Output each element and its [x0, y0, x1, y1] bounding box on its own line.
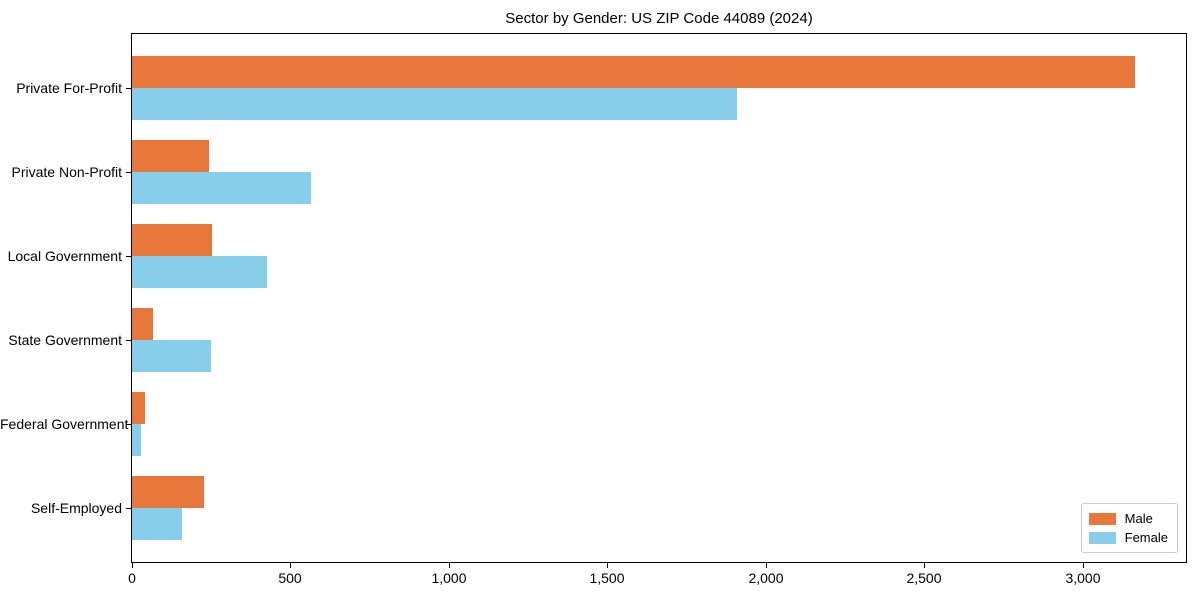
bar-female-private-non-profit	[132, 172, 311, 204]
ytick-mark	[126, 256, 131, 257]
xtick-label-1-500: 1,500	[589, 570, 625, 586]
ytick-label-private-non-profit: Private Non-Profit	[11, 164, 122, 180]
legend-row-male: Male	[1088, 509, 1168, 528]
bar-female-private-for-profit	[132, 88, 737, 120]
bar-female-local-government	[132, 256, 267, 288]
xtick-label-500: 500	[278, 570, 302, 586]
xtick-mark	[290, 563, 291, 568]
legend-label-male: Male	[1124, 511, 1153, 526]
legend-row-female: Female	[1088, 528, 1168, 547]
xtick-mark	[1083, 563, 1084, 568]
legend-label-female: Female	[1124, 530, 1168, 545]
ytick-label-local-government: Local Government	[7, 248, 122, 264]
bar-female-state-government	[132, 340, 211, 372]
xtick-label-2-000: 2,000	[748, 570, 784, 586]
xtick-label-3-000: 3,000	[1065, 570, 1101, 586]
ytick-mark	[126, 424, 131, 425]
bar-female-self-employed	[132, 508, 182, 540]
ytick-mark	[126, 508, 131, 509]
legend: Male Female	[1080, 503, 1178, 553]
xtick-label-0: 0	[128, 570, 136, 586]
bar-male-self-employed	[132, 476, 204, 508]
bar-male-federal-government	[132, 392, 145, 424]
xtick-mark	[607, 563, 608, 568]
ytick-mark	[126, 88, 131, 89]
xtick-mark	[449, 563, 450, 568]
bar-male-private-non-profit	[132, 140, 209, 172]
xtick-mark	[132, 563, 133, 568]
chart-title: Sector by Gender: US ZIP Code 44089 (202…	[505, 10, 813, 27]
bar-male-private-for-profit	[132, 56, 1135, 88]
ytick-label-federal-government: Federal Government	[0, 416, 129, 432]
xtick-label-2-500: 2,500	[906, 570, 942, 586]
ytick-label-self-employed: Self-Employed	[30, 500, 122, 516]
legend-swatch-male	[1088, 512, 1116, 525]
legend-swatch-female	[1088, 531, 1116, 544]
bar-male-state-government	[132, 308, 153, 340]
ytick-mark	[126, 172, 131, 173]
xtick-mark	[924, 563, 925, 568]
ytick-label-state-government: State Government	[8, 332, 122, 348]
ytick-label-private-for-profit: Private For-Profit	[16, 80, 122, 96]
xtick-label-1-000: 1,000	[431, 570, 467, 586]
plot-area: Male Female	[131, 33, 1187, 563]
bar-male-local-government	[132, 224, 212, 256]
bar-female-federal-government	[132, 424, 141, 456]
xtick-mark	[766, 563, 767, 568]
ytick-mark	[126, 340, 131, 341]
